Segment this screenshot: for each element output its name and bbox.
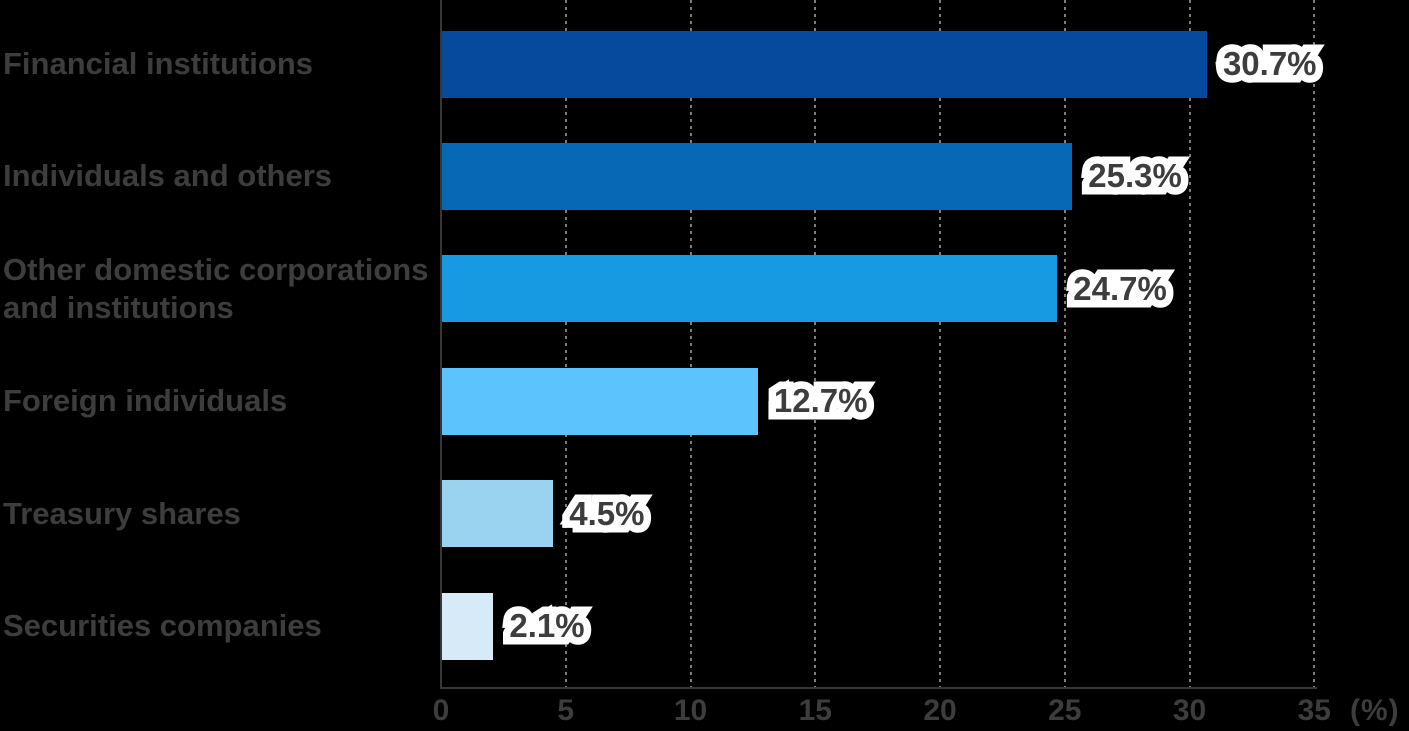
bar-value-label: 25.3% — [1088, 157, 1182, 195]
x-tick-label: 10 — [673, 694, 708, 727]
gridline — [939, 0, 941, 687]
category-label-line: Securities companies — [3, 608, 322, 643]
gridline — [1188, 0, 1191, 687]
x-axis-line — [440, 687, 1317, 689]
category-label-line: Other domestic corporations — [3, 251, 429, 287]
category-label-line: Financial institutions — [3, 46, 314, 81]
bar-treasury-shares — [441, 480, 554, 548]
category-label-financial-institutions: Financial institutions — [3, 45, 439, 83]
gridline — [1063, 0, 1066, 687]
x-tick-label: 35 — [1297, 694, 1331, 727]
x-tick-label: 5 — [557, 694, 575, 727]
category-label-line: Individuals and others — [3, 158, 332, 194]
x-tick-label: 20 — [923, 694, 957, 727]
x-axis-unit-label: (%) — [1350, 694, 1400, 727]
bar-securities-companies — [441, 592, 494, 660]
category-label-treasury-shares: Treasury shares — [3, 495, 439, 533]
gridline — [689, 0, 692, 687]
y-axis-line — [440, 0, 442, 689]
x-tick-label: 25 — [1048, 694, 1082, 727]
bar-value-label: 2.1% — [509, 607, 584, 645]
x-tick-label: 0 — [432, 694, 450, 727]
bar-financial-institutions — [441, 30, 1207, 98]
category-label-foreign-individuals: Foreign individuals — [3, 382, 439, 420]
bar-value-label: 30.7% — [1223, 45, 1317, 83]
category-label-line: Foreign individuals — [3, 383, 288, 419]
category-label-line: Treasury shares — [3, 495, 241, 531]
category-label-other-domestic-corporations: Other domestic corporations and institut… — [3, 251, 439, 327]
bar-value-label: 4.5% — [569, 495, 644, 533]
gridline — [564, 0, 567, 687]
bar-foreign-individuals — [441, 367, 758, 435]
x-tick-label: 15 — [798, 694, 832, 727]
bar-individuals-and-others — [441, 142, 1073, 210]
bar-other-domestic-corporations — [441, 255, 1058, 323]
category-label-individuals-and-others: Individuals and others — [3, 157, 439, 195]
bar-value-label: 24.7% — [1073, 270, 1167, 308]
gridline — [814, 0, 817, 687]
category-label-line: and institutions — [3, 289, 234, 325]
x-tick-label: 30 — [1172, 694, 1207, 727]
bar-value-label: 12.7% — [774, 382, 868, 420]
category-label-securities-companies: Securities companies — [3, 607, 439, 645]
gridline — [1313, 0, 1316, 687]
